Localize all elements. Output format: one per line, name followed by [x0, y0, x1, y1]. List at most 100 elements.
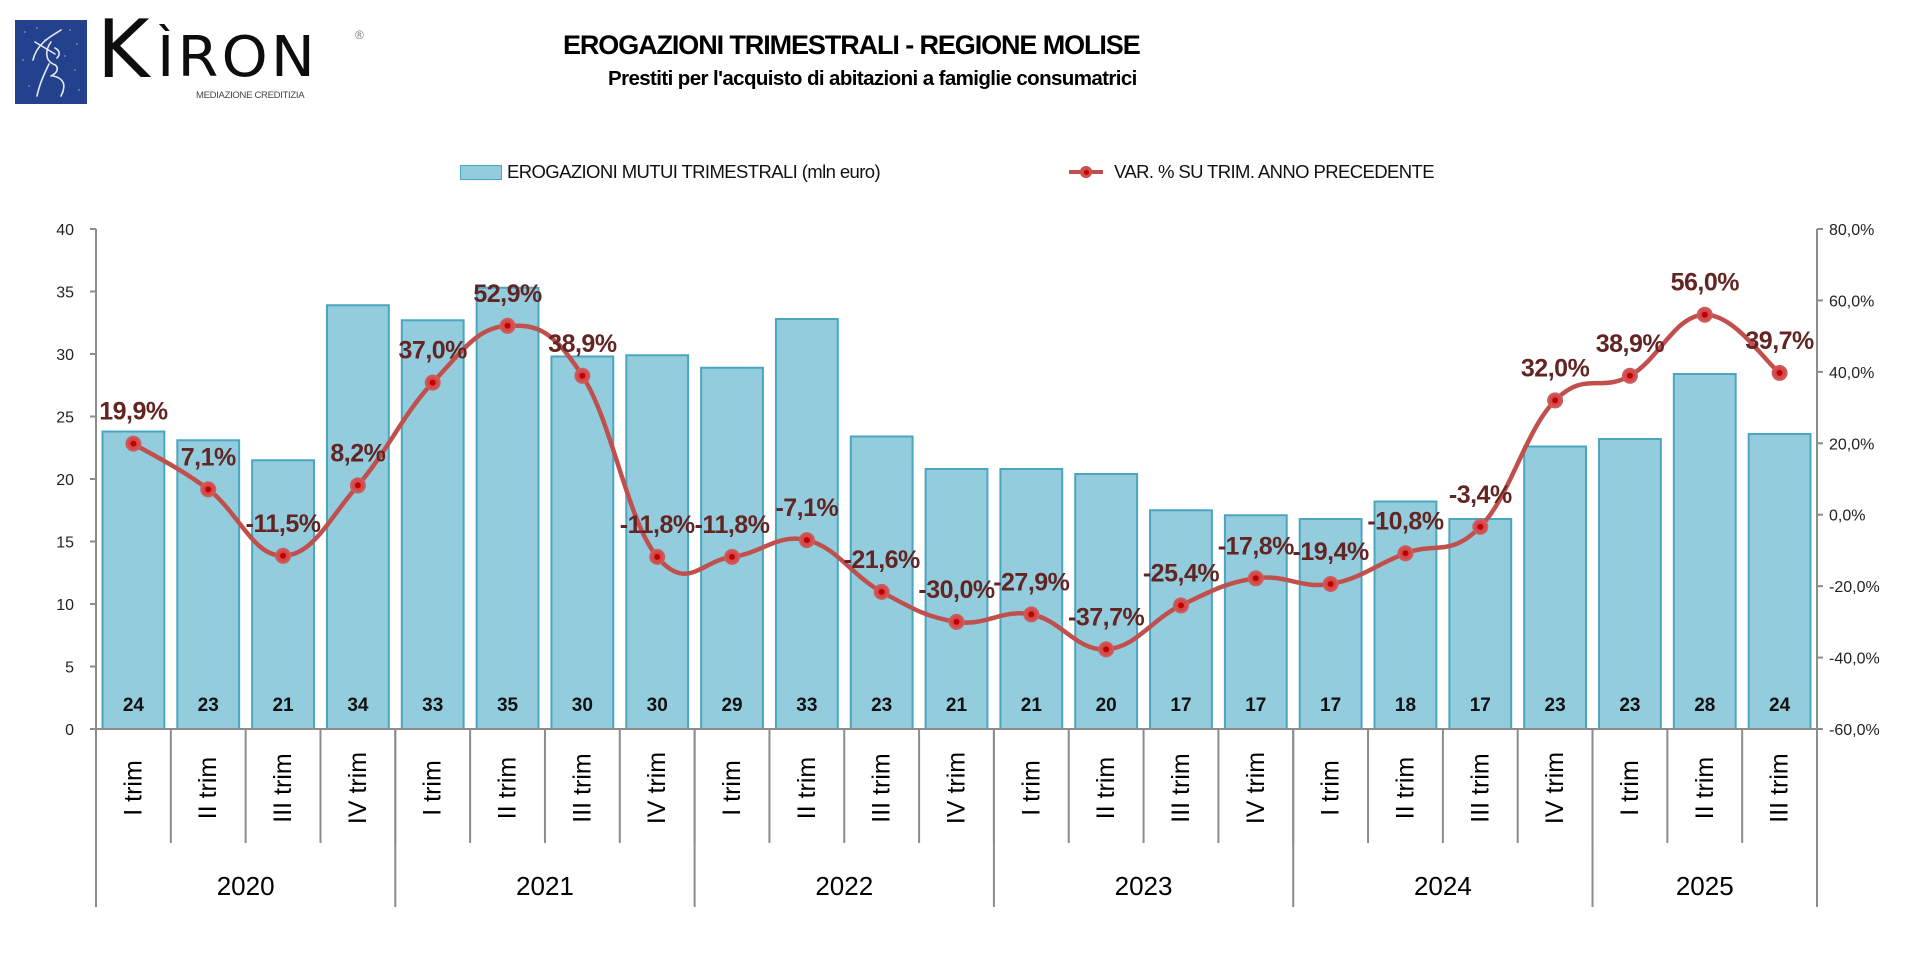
bar	[1074, 473, 1139, 730]
left-tick-label: 10	[56, 597, 74, 614]
percent-data-label: -25,4%	[1143, 559, 1219, 587]
legend-line-label: VAR. % SU TRIM. ANNO PRECEDENTE	[1114, 161, 1435, 182]
percent-data-label: 52,9%	[473, 280, 542, 308]
category-label: II trim	[494, 757, 522, 820]
bar	[625, 354, 690, 730]
right-tick-label: 0,0%	[1829, 508, 1865, 525]
line-point-center	[1028, 611, 1035, 618]
percent-data-label: -19,4%	[1293, 538, 1369, 566]
line-point-center	[280, 552, 287, 559]
bar	[924, 468, 989, 730]
left-tick-label: 35	[56, 285, 74, 302]
bar	[1672, 373, 1737, 730]
line-point-center	[1626, 372, 1633, 379]
line-point-center	[504, 322, 511, 329]
percent-data-label: 38,9%	[1596, 330, 1665, 358]
bar-value-label: 17	[1470, 695, 1491, 716]
category-label: I trim	[419, 760, 447, 816]
percent-data-label: 38,9%	[548, 330, 617, 358]
line-point-center	[354, 482, 361, 489]
line-point-center	[429, 379, 436, 386]
bar-value-label: 20	[1096, 695, 1117, 716]
year-label: 2021	[516, 871, 574, 901]
percent-data-label: -7,1%	[775, 494, 838, 522]
bar	[700, 366, 764, 730]
bar	[1223, 514, 1288, 730]
right-tick-label: -60,0%	[1829, 722, 1880, 739]
percent-data-label: 56,0%	[1671, 269, 1740, 297]
percent-data-label: -10,8%	[1367, 507, 1443, 535]
year-label: 2023	[1115, 871, 1173, 901]
category-label: III trim	[269, 753, 297, 822]
bar-series	[101, 286, 1812, 730]
right-tick-label: 40,0%	[1829, 365, 1874, 382]
line-point-center	[654, 553, 661, 560]
bar	[251, 459, 315, 730]
percent-data-label: -11,5%	[246, 510, 321, 538]
percent-data-label: -37,7%	[1068, 603, 1144, 631]
bar-value-label: 30	[647, 695, 668, 716]
percent-data-label: -27,9%	[993, 568, 1069, 596]
bar-value-label: 23	[1545, 695, 1566, 716]
left-tick-label: 20	[56, 472, 74, 489]
chart-subtitle: Prestiti per l'acquisto di abitazioni a …	[608, 67, 1137, 90]
bar	[1298, 518, 1363, 730]
category-label: III trim	[1466, 753, 1494, 822]
right-tick-label: -20,0%	[1829, 579, 1880, 596]
category-label: II trim	[1092, 757, 1120, 820]
year-label: 2022	[815, 871, 873, 901]
bar-value-label: 23	[1619, 695, 1640, 716]
bar-value-label: 17	[1320, 695, 1341, 716]
percent-data-label: 32,0%	[1521, 354, 1590, 382]
percent-data-label: 39,7%	[1745, 327, 1814, 355]
bar-value-label: 21	[946, 695, 968, 716]
data-labels: 24 23 21 34 33 35 30 30 29 33 23 21 21 20 17 17 17 18 17 23…	[99, 269, 1814, 716]
line-point-center	[1252, 575, 1259, 582]
bar	[774, 318, 839, 730]
category-label: IV trim	[344, 752, 372, 824]
percent-data-label: -11,8%	[695, 511, 770, 539]
line-point-center	[1103, 646, 1110, 653]
percent-data-label: 19,9%	[99, 398, 168, 426]
percent-data-label: 7,1%	[181, 443, 236, 471]
bar	[475, 286, 540, 730]
percent-data-label: -21,6%	[844, 546, 920, 574]
right-tick-label: 60,0%	[1829, 293, 1874, 310]
legend-bar-swatch-icon	[460, 164, 502, 180]
category-label: IV trim	[1242, 752, 1270, 824]
category-label: III trim	[1766, 753, 1794, 822]
line-point-center	[1776, 369, 1783, 376]
line-point-center	[1402, 550, 1409, 557]
bar	[849, 435, 914, 730]
right-tick-label: 80,0%	[1829, 222, 1874, 239]
registered-mark: ®	[355, 28, 364, 42]
legend-line-marker-icon	[1069, 164, 1103, 180]
line-point-center	[579, 372, 586, 379]
left-tick-label: 15	[56, 535, 74, 552]
right-tick-label: -40,0%	[1829, 651, 1880, 668]
category-label: IV trim	[643, 752, 671, 824]
bar-value-label: 21	[272, 695, 294, 716]
category-label: II trim	[1691, 757, 1719, 820]
line-point-center	[205, 486, 212, 493]
percent-data-label: -17,8%	[1218, 532, 1294, 560]
category-label: II trim	[793, 757, 821, 820]
bar-value-label: 17	[1245, 695, 1266, 716]
left-tick-label: 30	[56, 347, 74, 364]
bar-value-label: 17	[1170, 695, 1191, 716]
kiron-logo: K ÌRON ® MEDIAZIONE CREDITIZIA	[15, 10, 375, 108]
legend-item-bars: EROGAZIONI MUTUI TRIMESTRALI (mln euro)	[460, 160, 881, 184]
line-point-center	[953, 618, 960, 625]
bar-value-label: 24	[123, 695, 145, 716]
bar	[999, 468, 1064, 730]
bar	[101, 430, 166, 730]
category-label: III trim	[568, 753, 596, 822]
bar-value-label: 30	[572, 695, 593, 716]
logo-brand-initial: K	[97, 3, 150, 96]
logo-brand-rest: ÌRON	[157, 25, 319, 90]
percent-data-label: -30,0%	[918, 576, 994, 604]
category-label: IV trim	[1541, 752, 1569, 824]
year-label: 2020	[217, 871, 275, 901]
line-point-center	[1552, 397, 1559, 404]
bar	[1373, 500, 1438, 730]
